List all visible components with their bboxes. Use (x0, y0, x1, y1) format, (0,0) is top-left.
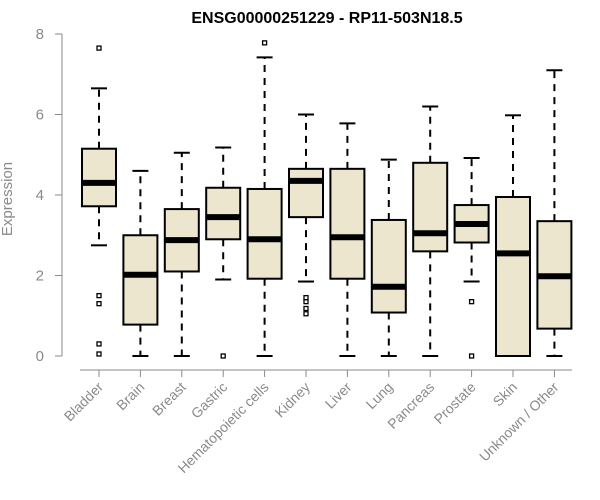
outlier-point (468, 353, 475, 359)
outlier-point (96, 292, 102, 299)
y-tick-label: 2 (36, 268, 44, 285)
outlier-point (96, 341, 102, 347)
box (288, 167, 324, 219)
y-ticks: 0 2 4 6 8 (36, 26, 62, 365)
box-group (536, 69, 573, 357)
box (246, 187, 283, 280)
y-tick-label: 0 (36, 348, 44, 365)
x-tick-label: Liver (322, 379, 355, 412)
x-tick-label: Breast (149, 379, 189, 419)
outlier-point (303, 311, 309, 317)
outlier-point (468, 299, 475, 305)
box-group (205, 146, 242, 359)
box (122, 234, 159, 326)
outlier-point (261, 40, 268, 46)
x-tick-label: Skin (490, 379, 521, 410)
box (81, 147, 117, 208)
x-tick-label: Kidney (272, 379, 314, 421)
outlier-point (96, 301, 102, 307)
boxes (81, 40, 573, 359)
box (370, 218, 407, 314)
y-tick-label: 6 (36, 107, 44, 124)
box-group (495, 114, 531, 357)
box-group (163, 151, 200, 357)
outlier-point (96, 45, 102, 51)
box-group (370, 158, 407, 357)
box (495, 196, 531, 357)
outlier-point (96, 351, 102, 357)
outlier-point (220, 353, 226, 359)
box-group (81, 45, 117, 357)
x-tick-label: Unknown / Other (476, 379, 562, 465)
box-group (329, 122, 366, 357)
box (205, 186, 242, 241)
x-tick-label: Bladder (61, 379, 107, 425)
y-tick-label: 8 (36, 26, 44, 43)
outlier-point (303, 305, 309, 312)
box (412, 161, 449, 253)
x-tick-label: Lung (363, 379, 396, 412)
y-axis-label: Expression (0, 162, 16, 236)
chart-title: ENSG00000251229 - RP11-503N18.5 (191, 10, 462, 27)
box-group (288, 113, 324, 317)
box-group (453, 156, 490, 359)
x-tick-label: Prostate (431, 379, 479, 427)
y-tick-label: 4 (36, 187, 44, 204)
box-group (412, 105, 449, 357)
box-group (122, 169, 159, 357)
outlier-point (303, 299, 309, 305)
box-group (246, 40, 283, 357)
x-tick-label: Brain (113, 379, 147, 413)
box (329, 167, 366, 280)
